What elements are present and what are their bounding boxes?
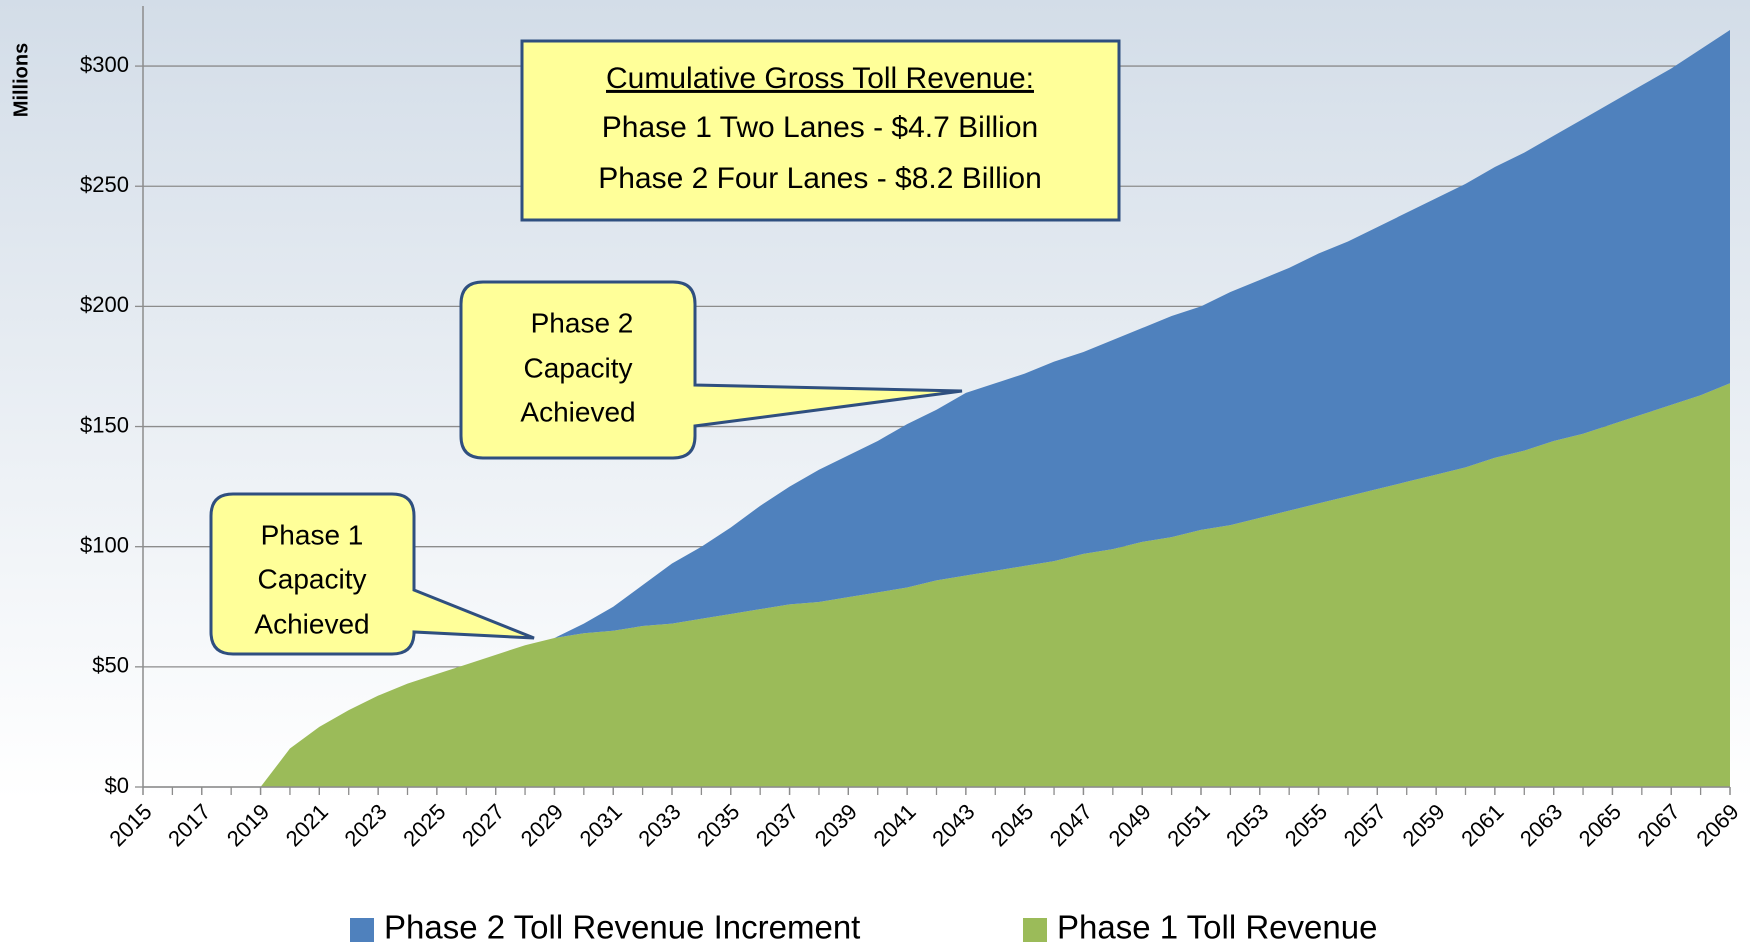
x-tick-label: 2063 <box>1515 799 1567 851</box>
x-tick-label: 2055 <box>1280 799 1332 851</box>
summary-box-frame <box>520 39 1121 222</box>
y-tick-label: $300 <box>80 52 129 77</box>
x-tick-label: 2053 <box>1221 799 1273 851</box>
y-tick-label: $0 <box>105 773 129 798</box>
summary-line: Phase 2 Four Lanes - $8.2 Billion <box>598 162 1042 195</box>
y-tick-label: $250 <box>80 172 129 197</box>
x-tick-label: 2045 <box>986 799 1038 851</box>
x-tick-label: 2023 <box>339 799 391 851</box>
callout-text: Capacity <box>258 563 367 594</box>
legend-swatch <box>350 918 374 942</box>
x-tick-label: 2037 <box>751 799 803 851</box>
x-tick-label: 2057 <box>1339 799 1391 851</box>
x-tick-label: 2049 <box>1104 799 1156 851</box>
summary-line: Phase 1 Two Lanes - $4.7 Billion <box>602 111 1038 144</box>
y-tick-label: $50 <box>92 653 129 678</box>
x-tick-label: 2061 <box>1456 799 1508 851</box>
area <box>143 30 1730 788</box>
y-axis-label: Millions <box>10 43 32 117</box>
x-tick-label: 2033 <box>633 799 685 851</box>
areas <box>143 30 1730 788</box>
x-tick-label: 2021 <box>281 799 333 851</box>
phase1-callout: Phase 1 Capacity Achieved <box>209 492 535 656</box>
x-tick-label: 2069 <box>1691 799 1743 851</box>
legend-label: Phase 2 Toll Revenue Increment <box>384 909 860 946</box>
x-tick-label: 2035 <box>692 799 744 851</box>
x-tick-label: 2031 <box>575 799 627 851</box>
callout-shape <box>459 280 963 460</box>
x-tick-label: 2043 <box>927 799 979 851</box>
x-tick-label: 2065 <box>1574 799 1626 851</box>
callout-text: Achieved <box>520 396 635 427</box>
callout-text: Phase 1 <box>261 519 364 550</box>
legend: Phase 2 Toll Revenue Increment Phase 1 To… <box>350 909 1377 946</box>
area <box>143 383 1730 787</box>
callout-text: Achieved <box>254 608 369 639</box>
x-tick-label: 2041 <box>868 799 920 851</box>
summary-heading: Cumulative Gross Toll Revenue: <box>606 62 1034 95</box>
x-tick-label: 2025 <box>398 799 450 851</box>
y-tick-label: $200 <box>80 292 129 317</box>
legend-label: Phase 1 Toll Revenue <box>1057 909 1377 946</box>
x-tick-label: 2017 <box>163 799 215 851</box>
callout-text: Capacity <box>524 352 633 383</box>
x-tick-label: 2047 <box>1045 799 1097 851</box>
callout-shape <box>209 492 535 656</box>
phase2-callout: Phase 2 Capacity Achieved <box>459 280 963 460</box>
y-tick-label: $150 <box>80 412 129 437</box>
legend-swatch <box>1023 918 1047 942</box>
callout-text: Phase 2 <box>531 307 634 338</box>
x-tick-label: 2059 <box>1397 799 1449 851</box>
x-tick-label: 2027 <box>457 799 509 851</box>
x-tick-label: 2019 <box>222 799 274 851</box>
y-tick-label: $100 <box>80 533 129 558</box>
summary-box: Cumulative Gross Toll Revenue: Phase 1 T… <box>520 39 1121 222</box>
x-tick-label: 2067 <box>1633 799 1685 851</box>
x-tick-label: 2039 <box>810 799 862 851</box>
x-tick-label: 2051 <box>1162 799 1214 851</box>
x-tick-label: 2015 <box>104 799 156 851</box>
x-tick-label: 2029 <box>516 799 568 851</box>
